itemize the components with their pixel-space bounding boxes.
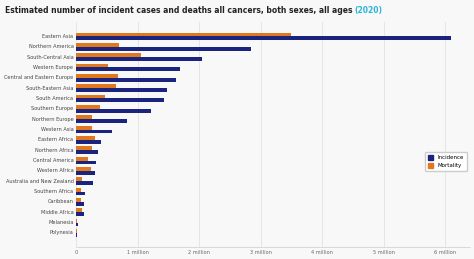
Bar — [76, 202, 84, 206]
Bar — [76, 126, 92, 130]
Bar — [76, 98, 164, 102]
Bar — [76, 109, 151, 113]
Bar — [76, 37, 451, 40]
Bar — [76, 150, 98, 154]
Bar — [76, 67, 180, 71]
Legend: Incidence, Mortality: Incidence, Mortality — [425, 152, 467, 171]
Bar — [76, 208, 82, 212]
Bar — [76, 119, 127, 123]
Bar — [76, 140, 101, 144]
Bar — [76, 53, 141, 57]
Bar — [76, 43, 119, 47]
Bar — [76, 222, 78, 227]
Bar — [76, 157, 89, 161]
Bar — [76, 146, 91, 150]
Bar — [76, 161, 96, 164]
Bar — [76, 63, 108, 67]
Bar — [76, 136, 95, 140]
Bar — [76, 233, 77, 237]
Bar — [76, 95, 105, 98]
Bar — [76, 130, 112, 133]
Bar — [76, 229, 77, 233]
Bar — [76, 115, 91, 119]
Bar — [76, 167, 91, 171]
Bar — [76, 181, 93, 185]
Text: Estimated number of incident cases and deaths all cancers, both sexes, all ages: Estimated number of incident cases and d… — [5, 6, 355, 16]
Bar — [76, 74, 118, 78]
Bar — [76, 188, 82, 192]
Bar — [76, 57, 202, 61]
Bar — [76, 219, 77, 222]
Bar — [76, 33, 292, 37]
Bar — [76, 78, 176, 82]
Bar — [76, 88, 167, 92]
Text: (2020): (2020) — [355, 6, 383, 16]
Bar — [76, 84, 116, 88]
Bar — [76, 47, 252, 51]
Bar — [76, 198, 81, 202]
Bar — [76, 171, 95, 175]
Bar — [76, 105, 100, 109]
Bar — [76, 177, 82, 181]
Bar — [76, 192, 85, 196]
Bar — [76, 212, 84, 216]
